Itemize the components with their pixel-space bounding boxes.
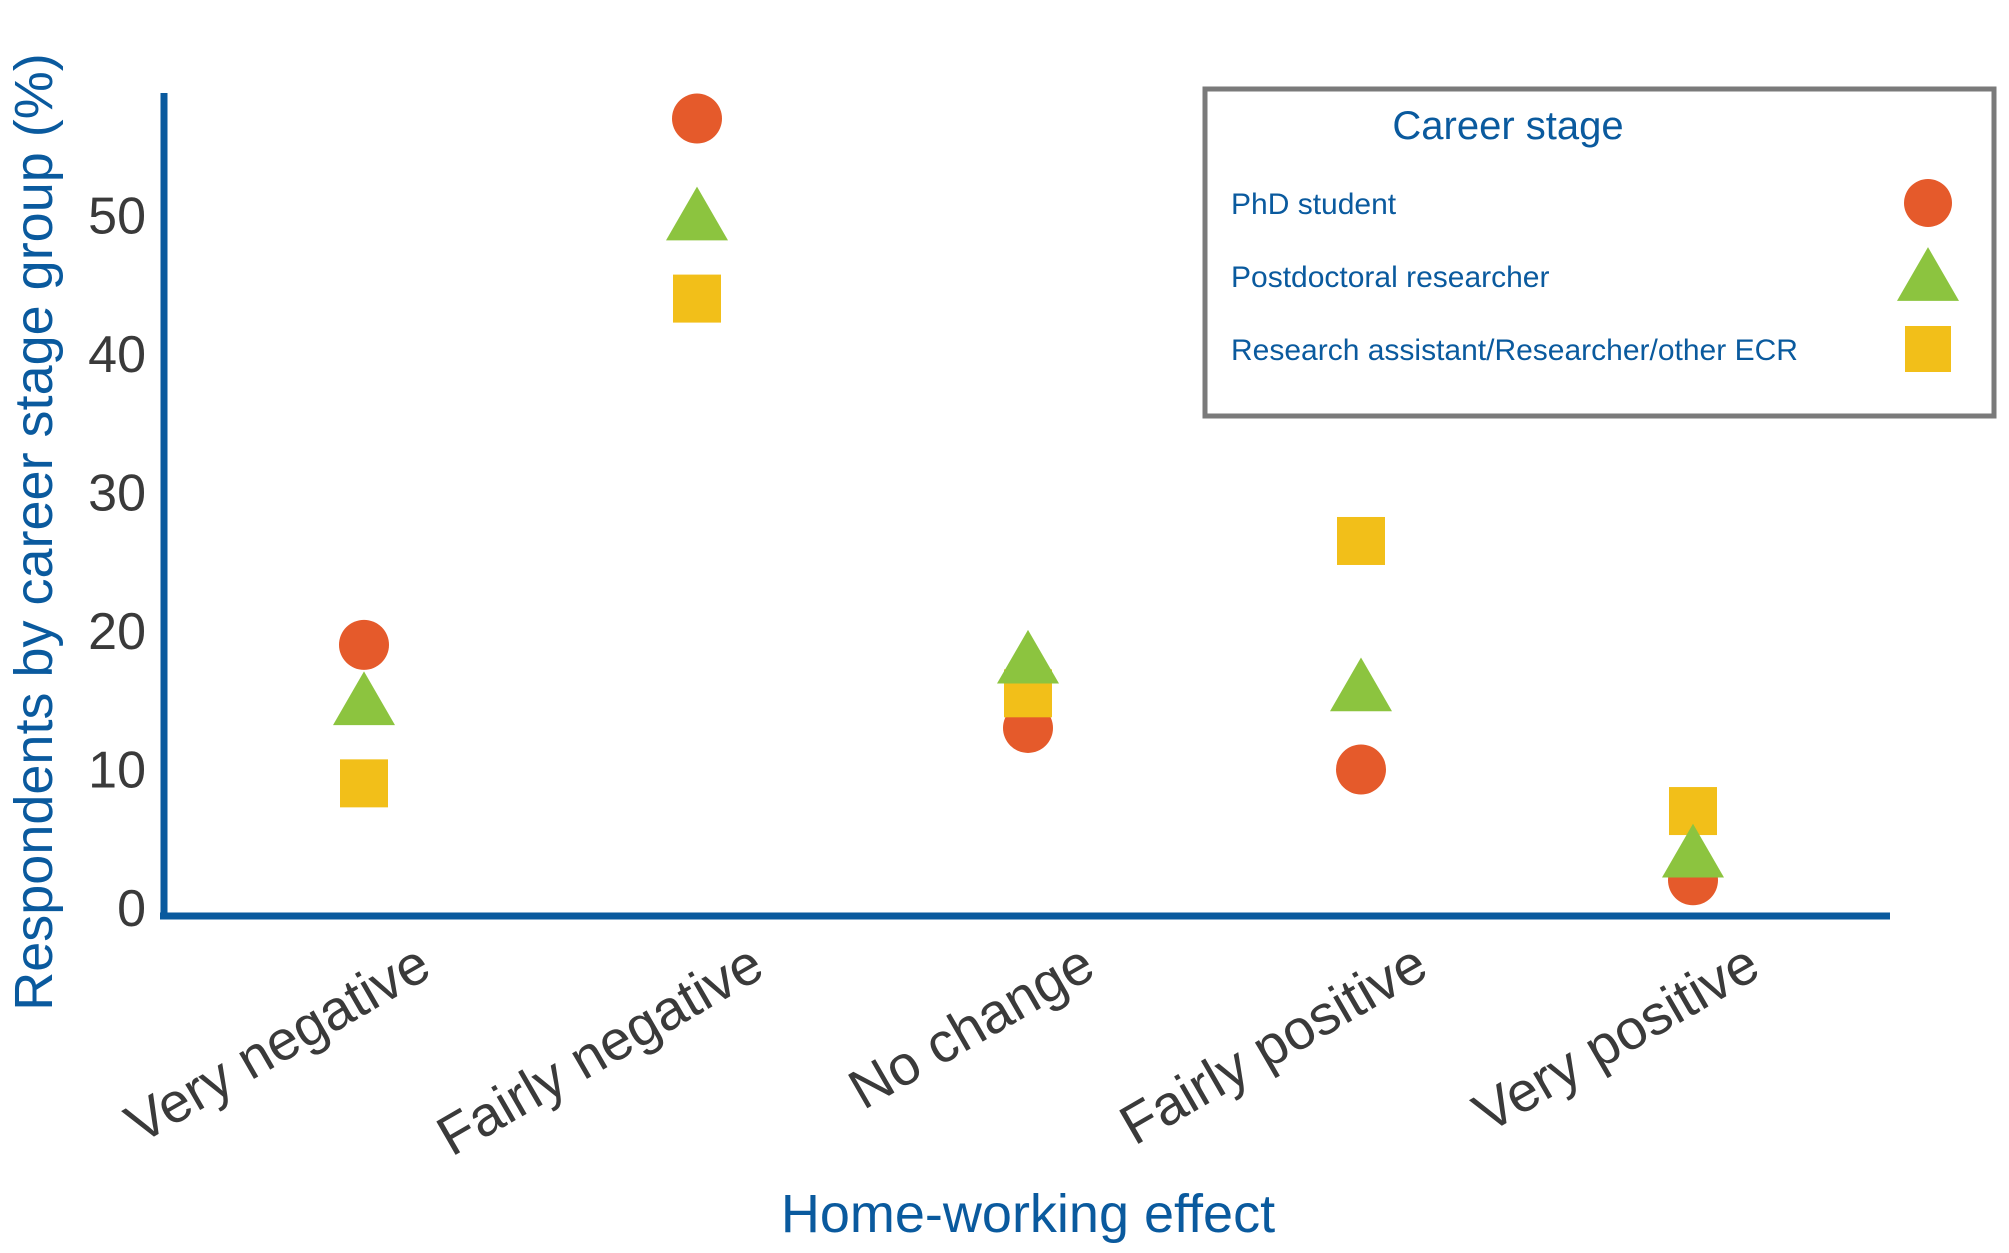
legend-items: PhD student Postdoctoral researcher Resear… xyxy=(1231,179,1959,372)
triangle-marker xyxy=(333,671,395,726)
x-tick-label: Fairly positive xyxy=(1109,931,1437,1157)
legend-label: PhD student xyxy=(1231,188,1397,221)
square-marker xyxy=(1337,516,1385,565)
circle-marker xyxy=(339,619,389,670)
y-tick-label: 20 xyxy=(88,603,146,661)
triangle-marker xyxy=(666,186,728,241)
legend-circle-marker xyxy=(1904,179,1952,227)
x-tick-label: No change xyxy=(838,931,1104,1121)
y-tick-label: 0 xyxy=(117,880,146,938)
y-tick-labels: 0 10 20 30 40 50 xyxy=(88,188,146,939)
legend-title: Career stage xyxy=(1392,104,1623,148)
x-tick-label: Very positive xyxy=(1463,931,1769,1144)
triangle-marker xyxy=(997,629,1059,684)
y-tick-label: 10 xyxy=(88,742,146,800)
legend-label: Research assistant/Researcher/other ECR xyxy=(1231,334,1798,367)
axes-layer xyxy=(160,93,1890,920)
square-marker xyxy=(673,274,721,323)
x-tick-label: Very negative xyxy=(115,931,440,1155)
x-axis-title: Home-working effect xyxy=(781,1184,1275,1244)
y-axis-title: Respondents by career stage group (%) xyxy=(4,53,64,1011)
y-tick-label: 40 xyxy=(88,326,146,384)
triangle-marker xyxy=(1330,657,1392,712)
y-tick-label: 50 xyxy=(88,188,146,246)
circle-marker xyxy=(1336,744,1386,795)
legend-triangle-marker xyxy=(1897,247,1959,301)
legend-square-marker xyxy=(1905,326,1951,372)
y-tick-label: 30 xyxy=(88,465,146,523)
legend: Career stage PhD student Postdoctoral res… xyxy=(1202,86,1997,419)
triangle-marker xyxy=(1662,823,1724,878)
legend-box xyxy=(1202,86,1997,419)
legend-label: Postdoctoral researcher xyxy=(1231,261,1550,294)
circle-marker xyxy=(672,93,722,144)
x-tick-label: Fairly negative xyxy=(426,931,773,1168)
square-marker xyxy=(340,759,388,808)
data-markers xyxy=(333,93,1724,906)
